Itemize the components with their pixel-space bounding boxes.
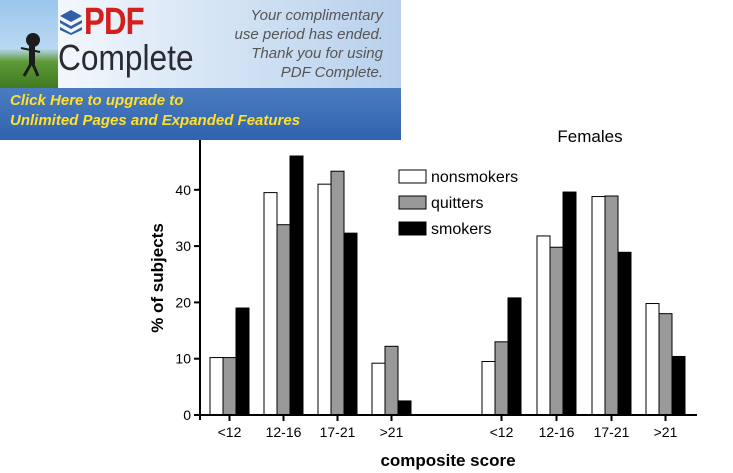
- banner-message-line: Thank you for using: [251, 45, 383, 62]
- bar-nonsmokers: [645, 303, 660, 416]
- bar-quitters: [549, 246, 564, 416]
- bar-quitters: [494, 341, 509, 416]
- bar-smokers: [397, 400, 412, 416]
- bar-nonsmokers: [371, 362, 386, 416]
- banner-photo: [0, 0, 58, 88]
- x-axis-label: composite score: [380, 451, 515, 470]
- y-tick-label: 30: [175, 238, 191, 254]
- bar-quitters: [330, 170, 345, 416]
- x-tick-label: >21: [380, 424, 404, 440]
- bar-nonsmokers: [317, 183, 332, 416]
- x-tick-label: <12: [218, 424, 242, 440]
- bar-quitters: [604, 195, 619, 416]
- legend-swatch-nonsmokers: [398, 169, 427, 184]
- x-tick-label: 12-16: [539, 424, 575, 440]
- bar-smokers: [617, 251, 632, 416]
- legend-swatch-smokers: [398, 221, 427, 236]
- bar-quitters: [384, 345, 399, 416]
- bar-nonsmokers: [263, 192, 278, 416]
- banner-message-line: use period has ended.: [234, 26, 383, 43]
- y-tick-label: 10: [175, 351, 191, 367]
- x-tick-label: <12: [490, 424, 514, 440]
- x-tick-label: 12-16: [266, 424, 302, 440]
- x-tick-label: 17-21: [594, 424, 630, 440]
- x-tick-label: 17-21: [320, 424, 356, 440]
- bar-quitters: [276, 224, 291, 416]
- legend-label-quitters: quitters: [431, 195, 483, 212]
- banner-message-line: Your complimentary: [250, 7, 383, 24]
- legend-label-smokers: smokers: [431, 221, 491, 238]
- brand-pdf: PDF: [84, 1, 145, 43]
- bar-nonsmokers: [209, 357, 224, 416]
- bar-smokers: [235, 307, 250, 416]
- bar-smokers: [671, 355, 686, 416]
- x-tick-label: >21: [654, 424, 678, 440]
- bars-layer: [209, 155, 686, 416]
- legend-label-nonsmokers: nonsmokers: [431, 169, 518, 186]
- upgrade-banner[interactable]: PDF Complete Your complimentary use peri…: [0, 0, 401, 140]
- legend: nonsmokers quitters smokers: [398, 169, 518, 238]
- upgrade-link-line[interactable]: Unlimited Pages and Expanded Features: [10, 112, 301, 129]
- banner-message-line: PDF Complete.: [280, 64, 383, 81]
- bar-nonsmokers: [591, 196, 606, 416]
- brand-complete: Complete: [58, 37, 194, 78]
- bar-smokers: [289, 155, 304, 416]
- bar-smokers: [343, 232, 358, 416]
- bar-quitters: [222, 357, 237, 416]
- upgrade-link-line[interactable]: Click Here to upgrade to: [10, 92, 184, 109]
- pdf-layers-icon: [60, 10, 82, 35]
- y-tick-label: 40: [175, 182, 191, 198]
- bar-smokers: [507, 297, 522, 416]
- axes-layer: 0 10 20 30 40 <12 12-16 17-21 >21 <12 12-16 17-21 >2…: [175, 140, 697, 440]
- bar-nonsmokers: [481, 361, 496, 416]
- bar-nonsmokers: [536, 235, 551, 416]
- banner-message: Your complimentary use period has ended.…: [193, 6, 383, 82]
- legend-swatch-quitters: [398, 195, 427, 210]
- y-axis-label: % of subjects: [148, 223, 167, 333]
- upgrade-link[interactable]: Click Here to upgrade to Unlimited Pages…: [0, 88, 401, 140]
- y-tick-label: 0: [183, 407, 191, 423]
- y-tick-label: 20: [175, 294, 191, 310]
- chart-title: Females: [557, 127, 622, 146]
- bar-smokers: [562, 191, 577, 416]
- bar-quitters: [658, 313, 673, 416]
